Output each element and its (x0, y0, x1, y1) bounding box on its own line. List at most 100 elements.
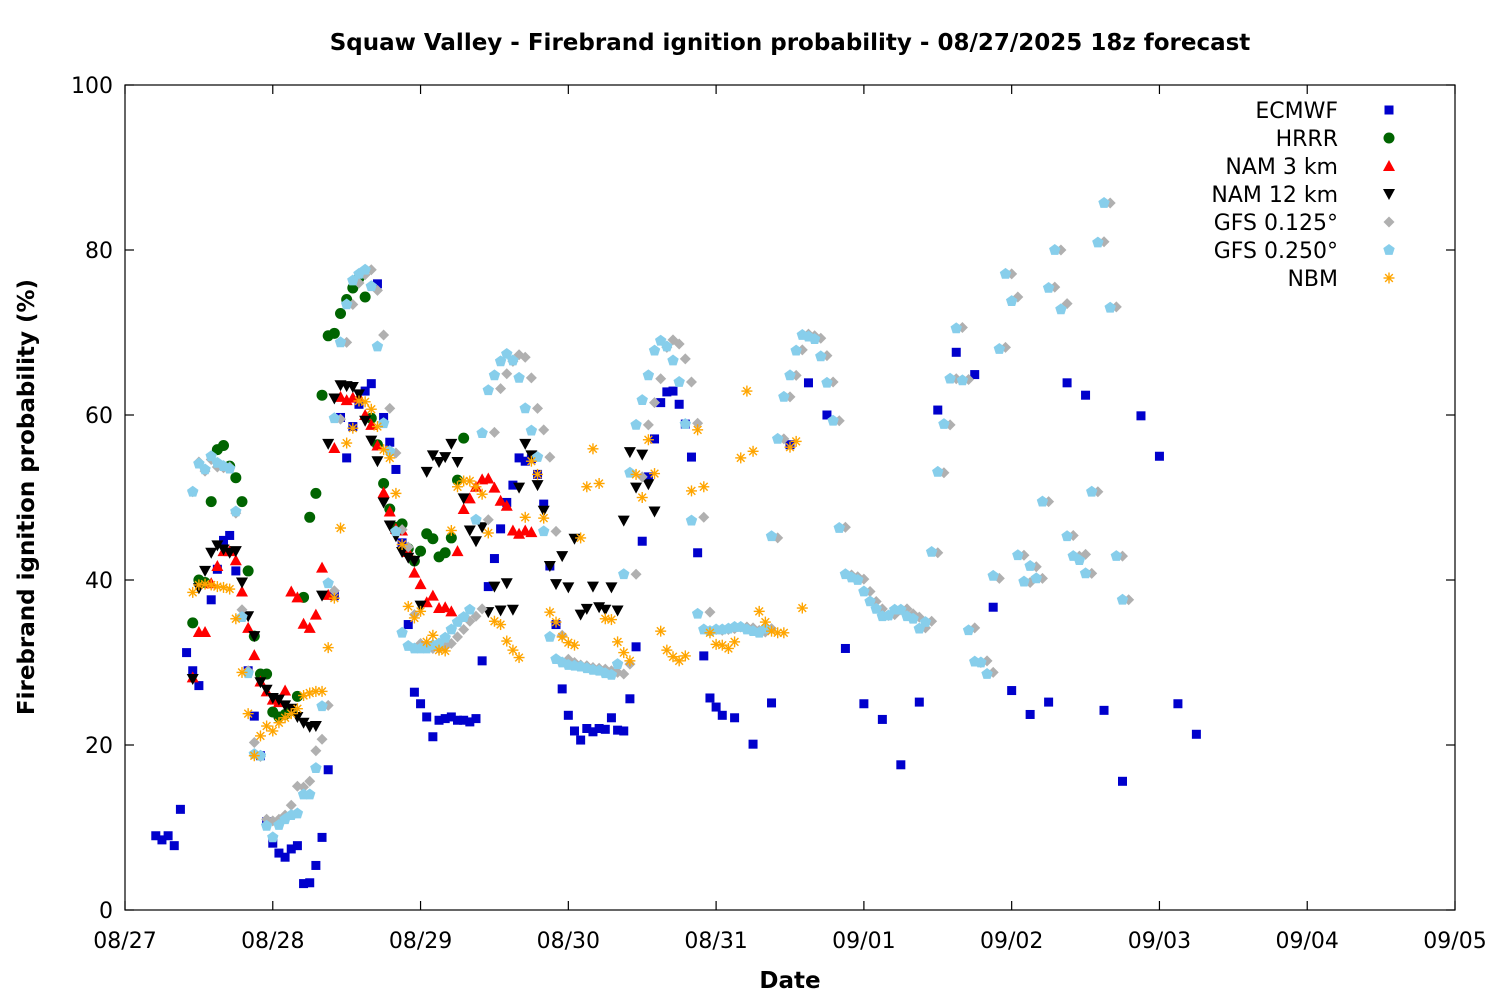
point-gfs-0-250 (852, 574, 864, 585)
point-nam-12-km (205, 547, 218, 559)
point-ecmwf (169, 841, 179, 851)
point-gfs-0-250 (925, 545, 938, 557)
point-nbm (359, 396, 371, 408)
legend-marker-gfs-0-250 (1383, 244, 1395, 255)
point-ecmwf (428, 732, 438, 742)
point-gfs-0-125 (316, 733, 328, 745)
point-nam-12-km (426, 450, 439, 462)
point-gfs-0-250 (322, 577, 334, 589)
point-gfs-0-250 (1110, 550, 1123, 561)
point-nam-12-km (383, 520, 396, 532)
point-nam-12-km (605, 582, 618, 594)
point-nam-3-km (303, 621, 316, 633)
points-layer (151, 196, 1201, 889)
point-gfs-0-250 (310, 762, 322, 773)
point-ecmwf (317, 832, 327, 842)
point-ecmwf (1173, 699, 1183, 709)
point-nbm (328, 592, 340, 604)
point-nam-12-km (463, 525, 476, 537)
point-ecmwf (588, 727, 598, 737)
point-nbm (759, 616, 771, 628)
point-ecmwf (582, 724, 592, 733)
point-ecmwf (409, 687, 419, 697)
legend-label-nbm: NBM (1287, 267, 1338, 292)
point-ecmwf (606, 713, 616, 723)
point-gfs-0-250 (187, 485, 199, 497)
point-gfs-0-250 (328, 412, 341, 424)
point-nam-12-km (513, 482, 526, 494)
point-nam-3-km (248, 649, 261, 661)
point-gfs-0-250 (316, 700, 328, 712)
point-nam-3-km (235, 585, 248, 597)
point-gfs-0-125 (525, 372, 537, 384)
point-ecmwf (656, 398, 666, 408)
point-nam-12-km (229, 546, 242, 558)
point-gfs-0-250 (618, 568, 630, 580)
point-gfs-0-125 (378, 329, 390, 341)
point-nbm (291, 703, 303, 715)
point-nbm (199, 578, 211, 590)
point-gfs-0-125 (685, 376, 697, 388)
point-gfs-0-250 (1116, 593, 1129, 605)
legend-label-hrrr: HRRR (1276, 127, 1338, 152)
legend-label-gfs-0-125: GFS 0.125° (1214, 211, 1338, 236)
point-ecmwf (459, 715, 469, 725)
point-gfs-0-250 (661, 340, 673, 352)
legend-marker-nam-12-km (1383, 189, 1395, 200)
point-gfs-0-250 (636, 394, 648, 405)
point-gfs-0-250 (642, 369, 655, 381)
x-axis-label: Date (759, 968, 820, 994)
point-nbm (716, 639, 728, 651)
point-gfs-0-250 (1049, 244, 1061, 255)
point-nbm (796, 602, 808, 614)
point-nbm (187, 586, 199, 598)
point-gfs-0-250 (538, 525, 550, 537)
point-gfs-0-250 (611, 658, 624, 669)
legend-marker-nbm (1383, 272, 1395, 284)
point-nbm (273, 717, 285, 729)
point-nam-3-km (334, 390, 347, 402)
point-nam-3-km (242, 621, 255, 633)
point-ecmwf (446, 712, 456, 722)
point-nam-12-km (574, 609, 587, 621)
point-gfs-0-250 (507, 354, 519, 366)
point-ecmwf (520, 456, 530, 466)
point-nbm (341, 437, 353, 449)
point-gfs-0-250 (365, 280, 377, 292)
point-nbm (698, 481, 710, 493)
point-ecmwf (292, 841, 302, 851)
point-gfs-0-250 (1036, 495, 1049, 507)
point-gfs-0-250 (199, 463, 211, 475)
point-ecmwf (280, 852, 290, 862)
point-gfs-0-250 (1061, 530, 1073, 542)
point-nam-12-km (377, 497, 390, 509)
point-ecmwf (840, 643, 850, 653)
y-tick-label: 80 (85, 239, 113, 264)
point-hrrr (218, 440, 230, 452)
point-gfs-0-250 (987, 569, 999, 581)
series-nam-12-km (186, 380, 661, 733)
point-nam-3-km (513, 527, 526, 539)
point-nam-3-km (285, 585, 298, 597)
point-ecmwf (557, 684, 567, 694)
point-nam-3-km (211, 559, 224, 571)
point-gfs-0-250 (1024, 559, 1036, 571)
point-nam-3-km (371, 439, 384, 451)
point-gfs-0-125 (673, 338, 685, 350)
point-nam-12-km (617, 515, 630, 527)
point-nbm (587, 443, 599, 455)
point-ecmwf (594, 724, 604, 733)
point-nam-12-km (568, 533, 581, 545)
point-nbm (692, 424, 704, 436)
point-gfs-0-125 (488, 426, 500, 438)
point-nbm (667, 651, 679, 663)
point-ecmwf (416, 699, 426, 709)
point-nam-3-km (451, 545, 464, 557)
point-ecmwf (453, 715, 462, 725)
point-nbm (704, 627, 716, 639)
point-nbm (729, 636, 741, 648)
point-gfs-0-125 (495, 383, 507, 395)
point-ecmwf (674, 399, 684, 409)
point-gfs-0-250 (525, 424, 538, 436)
